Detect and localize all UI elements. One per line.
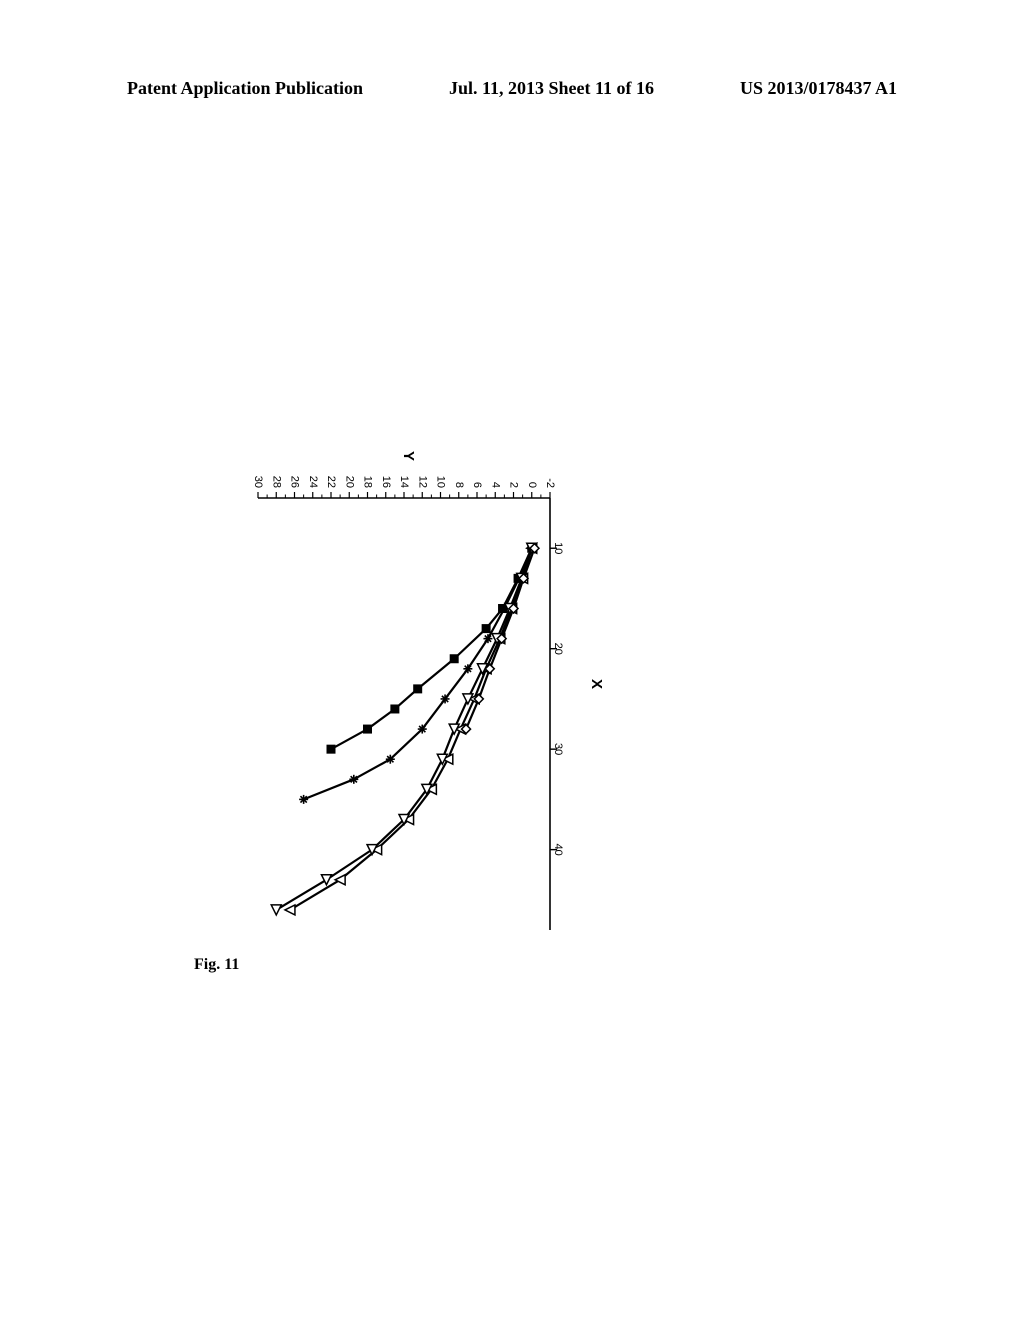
svg-text:28: 28 [270,476,282,488]
svg-text:4: 4 [489,482,501,488]
svg-text:20: 20 [552,643,564,655]
svg-text:Y: Y [400,451,417,461]
svg-text:16: 16 [380,476,392,488]
svg-text:10: 10 [552,542,564,554]
svg-text:-2: -2 [544,478,556,488]
page-header-inner: Patent Application Publication Jul. 11, … [127,78,897,99]
svg-text:6: 6 [471,482,483,488]
svg-text:26: 26 [289,476,301,488]
chart: -202468101214161820222426283010203040XY [248,440,628,940]
svg-text:30: 30 [552,743,564,755]
chart-svg: -202468101214161820222426283010203040XY [248,440,628,940]
figure-label: Fig. 11 [194,956,239,974]
svg-text:18: 18 [362,476,374,488]
svg-text:14: 14 [398,476,410,488]
svg-text:X: X [588,679,605,689]
svg-text:0: 0 [526,482,538,488]
svg-text:2: 2 [508,482,520,488]
svg-text:8: 8 [453,482,465,488]
svg-text:40: 40 [552,844,564,856]
svg-text:30: 30 [252,476,264,488]
page-header: Patent Application Publication Jul. 11, … [0,78,1024,99]
svg-text:22: 22 [325,476,337,488]
svg-text:24: 24 [307,476,319,488]
header-center: Jul. 11, 2013 Sheet 11 of 16 [449,78,654,99]
svg-text:10: 10 [435,476,447,488]
header-right: US 2013/0178437 A1 [740,78,897,99]
svg-text:12: 12 [416,476,428,488]
header-left: Patent Application Publication [127,78,363,99]
svg-text:20: 20 [343,476,355,488]
